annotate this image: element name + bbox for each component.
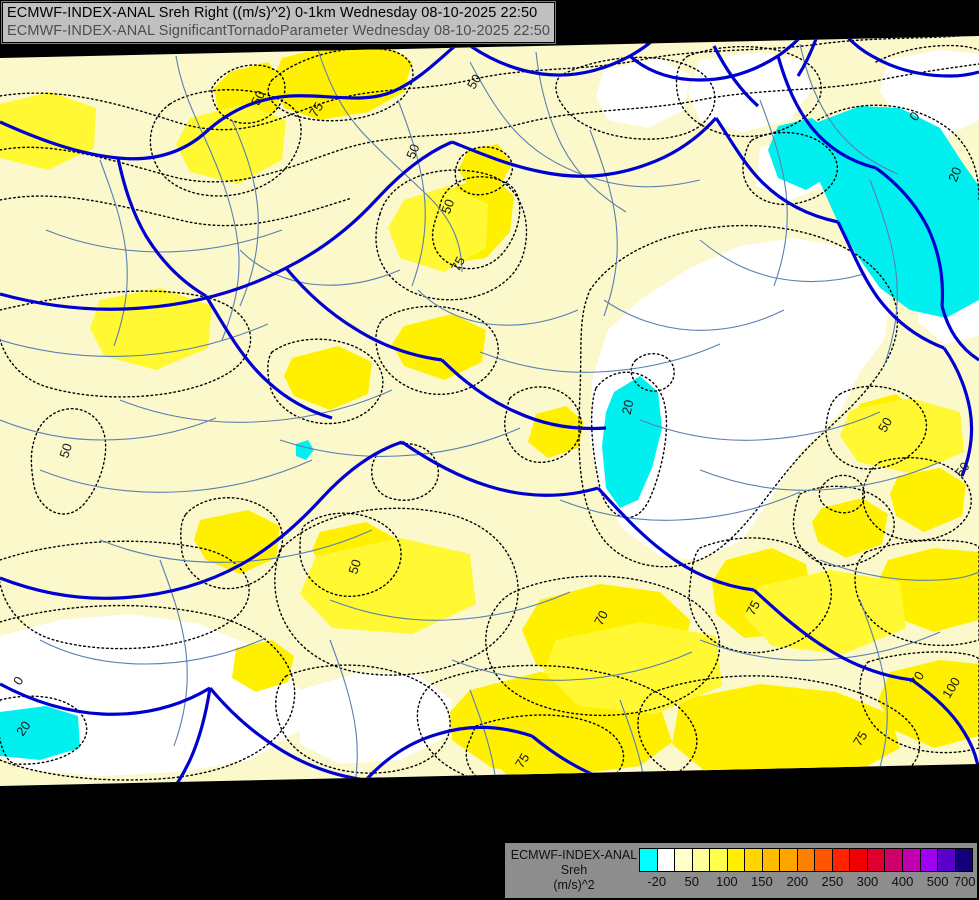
colorbar-tick-7: 400 [891,874,914,889]
colorbar-swatch-1[interactable] [657,849,676,871]
colorbar-tick-8: 500 [926,874,949,889]
colorbar-swatch-6[interactable] [745,849,763,871]
contour-label-1: 75 [306,100,326,120]
contour-label-14: 20 [13,718,34,738]
contour-label-4: 20 [945,165,964,184]
colorbar-swatch-3[interactable] [692,849,711,871]
contour-label-10: 50 [875,415,895,435]
colorbar-swatch-2[interactable] [675,849,693,871]
contour-label-8: 20 [619,398,637,415]
colorbar-swatch-13[interactable] [867,849,886,871]
title-panel: ECMWF-INDEX-ANAL Sreh Right ((m/s)^2) 0-… [2,2,556,43]
contour-label-15: 75 [743,598,763,618]
country-borders [0,36,979,786]
contour-lines [0,36,979,786]
colorbar-tick-1: 50 [684,874,699,889]
colorbar-swatches[interactable] [639,848,973,872]
contour-label-0: 50 [248,88,268,108]
contour-label-18: 75 [850,729,870,749]
colorbar-swatch-5[interactable] [727,849,746,871]
legend-caption: ECMWF-INDEX-ANAL Sreh (m/s)^2 [505,848,639,893]
legend-scale: -20 50 100 150 200 250 300 400 500 700 [639,848,977,893]
contour-label-6: 50 [438,197,457,216]
colorbar-swatch-4[interactable] [710,849,728,871]
title-line-2: ECMWF-INDEX-ANAL SignificantTornadoParam… [7,23,551,39]
colorbar-tick-2: 100 [715,874,738,889]
colorbar-tick-5: 250 [821,874,844,889]
rivers-and-subborders [0,43,979,786]
legend-units: (m/s)^2 [553,878,595,892]
contour-label-7: 75 [448,254,468,274]
colorbar-ticks: -20 50 100 150 200 250 300 400 500 700 [639,873,976,893]
contour-label-2: 50 [464,72,484,92]
contour-label-20: 70 [591,608,611,628]
title-line-1: ECMWF-INDEX-ANAL Sreh Right ((m/s)^2) 0-… [7,5,538,21]
colorbar-swatch-8[interactable] [780,849,798,871]
contour-label-5: 50 [403,142,422,161]
colorbar-swatch-10[interactable] [815,849,833,871]
colorbar-tick-9: 700 [953,874,976,889]
legend-model: ECMWF-INDEX-ANAL [510,848,638,862]
colorbar-tick-4: 200 [786,874,809,889]
colorbar-tick-0: -20 [647,874,667,889]
colorbar-swatch-17[interactable] [938,849,956,871]
colorbar-swatch-0[interactable] [640,849,658,871]
contour-label-12: 50 [345,557,364,575]
colorbar-tick-6: 300 [856,874,879,889]
colorbar-swatch-9[interactable] [797,849,816,871]
colorbar-swatch-15[interactable] [902,849,921,871]
colorbar-legend[interactable]: ECMWF-INDEX-ANAL Sreh (m/s)^2 -20 50 100 15… [505,843,977,898]
data-region [0,36,979,786]
colorbar-swatch-12[interactable] [850,849,868,871]
contour-label-16: 70 [907,669,927,689]
contour-label-11: 50 [952,459,973,479]
colorbar-swatch-7[interactable] [762,849,781,871]
colorbar-swatch-11[interactable] [832,849,851,871]
contour-label-9: 50 [56,441,75,459]
colorbar-swatch-14[interactable] [885,849,903,871]
colorbar-tick-3: 150 [751,874,773,889]
colorbar-swatch-18[interactable] [955,849,973,871]
legend-field: Sreh [560,863,588,877]
contour-label-19: 75 [512,751,532,771]
colorbar-swatch-16[interactable] [920,849,939,871]
